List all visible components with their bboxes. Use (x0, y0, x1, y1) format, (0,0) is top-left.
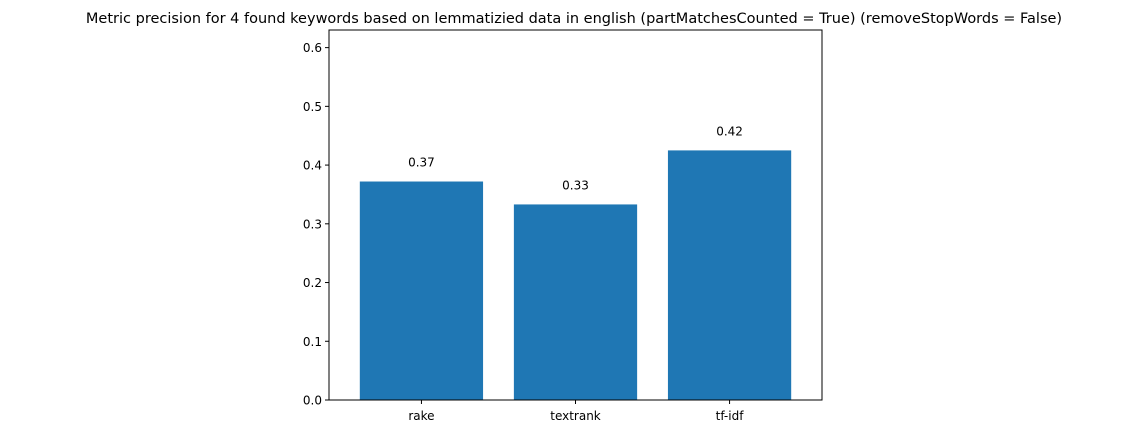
data-label-tf-idf: 0.42 (716, 124, 743, 138)
y-tick-label: 0.4 (303, 159, 322, 173)
bar-tf-idf (667, 150, 792, 400)
y-tick-label: 0.1 (303, 335, 322, 349)
y-tick-label: 0.2 (303, 276, 322, 290)
x-tick-label-textrank: textrank (550, 409, 601, 423)
bar-textrank (513, 204, 638, 400)
x-tick-label-tf-idf: tf-idf (716, 409, 745, 423)
y-tick-label: 0.0 (303, 394, 322, 408)
x-tick-label-rake: rake (408, 409, 434, 423)
bar-rake (359, 181, 484, 400)
data-label-textrank: 0.33 (562, 178, 589, 192)
bars-layer (359, 150, 792, 400)
y-tick-label: 0.6 (303, 41, 322, 55)
y-tick-label: 0.5 (303, 100, 322, 114)
data-label-rake: 0.37 (408, 156, 435, 170)
y-tick-label: 0.3 (303, 217, 322, 231)
data-labels-layer: 0.37 0.33 0.42 (408, 124, 743, 192)
axes-layer: 0.0 0.1 0.2 0.3 0.4 0.5 0.6 rake textrank tf-idf (303, 29, 823, 423)
chart-title: Metric precision for 4 found keywords ba… (86, 11, 1062, 27)
